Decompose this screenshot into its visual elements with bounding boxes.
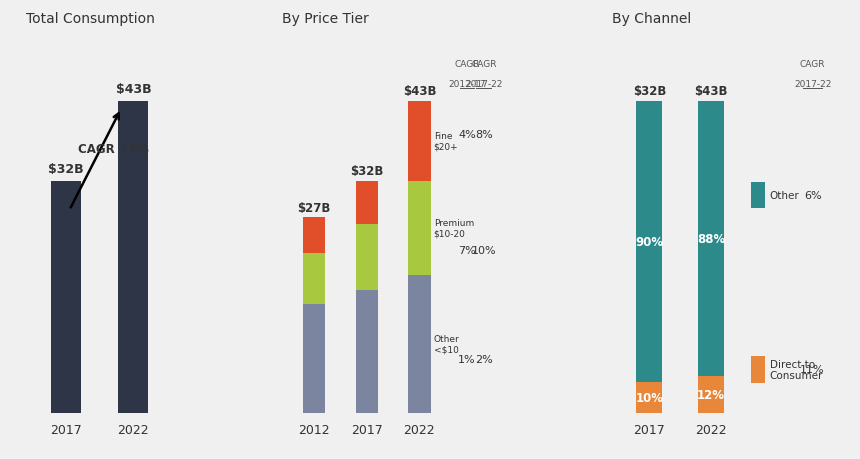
- FancyBboxPatch shape: [751, 357, 765, 383]
- Text: $43B: $43B: [402, 85, 436, 98]
- Bar: [355, 225, 378, 290]
- Text: By Channel: By Channel: [612, 12, 691, 26]
- Bar: [118, 102, 149, 413]
- Text: CAGR: CAGR: [454, 60, 480, 69]
- Bar: [636, 382, 662, 413]
- Text: CAGR +6%: CAGR +6%: [78, 143, 149, 156]
- Text: 7%: 7%: [458, 245, 476, 255]
- Text: 8%: 8%: [475, 129, 493, 140]
- Bar: [698, 102, 724, 376]
- Bar: [355, 290, 378, 413]
- Bar: [51, 181, 81, 413]
- Bar: [698, 376, 724, 413]
- Text: $27B: $27B: [297, 201, 330, 214]
- Text: Fine
$20+: Fine $20+: [433, 132, 458, 151]
- Bar: [303, 254, 325, 304]
- Text: $43B: $43B: [694, 85, 728, 98]
- Bar: [303, 218, 325, 254]
- Text: CAGR: CAGR: [800, 60, 826, 69]
- Text: 2012-17: 2012-17: [448, 80, 486, 89]
- Text: 1%: 1%: [458, 354, 476, 364]
- Text: 4%: 4%: [458, 129, 476, 140]
- Text: $32B: $32B: [350, 165, 384, 178]
- FancyBboxPatch shape: [751, 183, 765, 209]
- Text: 2017-22: 2017-22: [465, 80, 502, 89]
- Bar: [636, 102, 662, 382]
- Text: 12%: 12%: [697, 388, 725, 401]
- Text: CAGR: CAGR: [471, 60, 496, 69]
- Text: Premium
$10-20: Premium $10-20: [433, 219, 474, 238]
- Text: Other: Other: [770, 191, 799, 201]
- Text: 6%: 6%: [804, 191, 821, 201]
- Text: Other
<$10: Other <$10: [433, 335, 459, 354]
- Bar: [408, 275, 431, 413]
- Text: 90%: 90%: [636, 235, 663, 248]
- Bar: [408, 102, 431, 181]
- Text: $43B: $43B: [115, 83, 151, 96]
- Text: 88%: 88%: [697, 232, 725, 245]
- Bar: [355, 181, 378, 225]
- Bar: [303, 304, 325, 413]
- Text: $32B: $32B: [633, 85, 666, 98]
- Text: 10%: 10%: [471, 245, 496, 255]
- Text: 10%: 10%: [636, 391, 663, 404]
- Text: 2%: 2%: [475, 354, 493, 364]
- Bar: [408, 181, 431, 275]
- Text: 2017-22: 2017-22: [794, 80, 832, 89]
- Text: $32B: $32B: [48, 163, 84, 176]
- Text: Direct to
Consumer: Direct to Consumer: [770, 359, 823, 381]
- Text: By Price Tier: By Price Tier: [282, 12, 369, 26]
- Text: Total Consumption: Total Consumption: [26, 12, 155, 26]
- Text: 11%: 11%: [801, 365, 825, 375]
